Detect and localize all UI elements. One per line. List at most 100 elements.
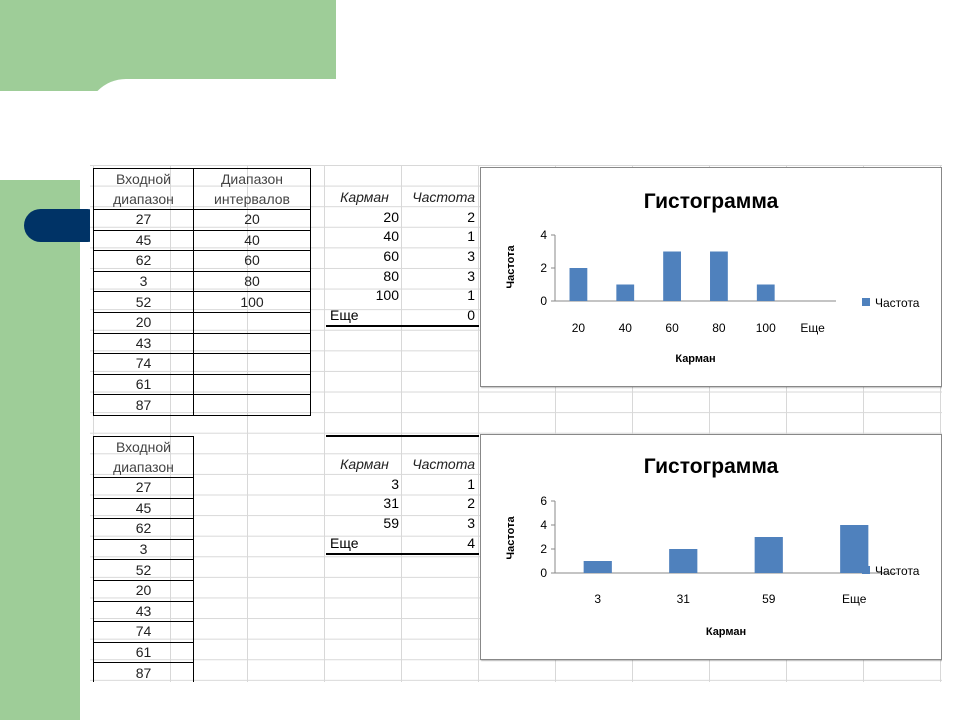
bottom-input-cell[interactable]: 3 — [93, 538, 194, 561]
spreadsheet[interactable]: Входной диапазон Диапазон интервалов 27 2… — [90, 165, 942, 682]
x-tick-label: Еще — [842, 592, 867, 606]
slide-decor-curve — [86, 79, 426, 119]
x-tick-label: 3 — [594, 592, 601, 606]
chart-title: Гистограмма — [644, 455, 779, 478]
top-input-row: 87 — [93, 394, 311, 416]
top-input-row: 27 20 — [93, 209, 311, 231]
bottom-input-cell[interactable]: 52 — [93, 559, 194, 581]
top-bin-row: 20 2 — [326, 208, 479, 228]
bottom-bin-cell[interactable]: Еще — [326, 533, 403, 555]
top-interval-cell[interactable]: 20 — [193, 209, 311, 231]
top-interval-cell[interactable]: 60 — [193, 250, 311, 272]
top-freq-header[interactable]: Частота — [412, 189, 475, 206]
bottom-bins-table: Карман Частота 3 1 31 2 59 3 Еще 4 — [326, 435, 479, 555]
bottom-input-cell[interactable]: 61 — [93, 641, 194, 664]
top-bin-cell[interactable]: 100 — [375, 287, 399, 304]
legend-swatch — [862, 298, 870, 306]
top-input-cell[interactable]: 74 — [93, 353, 194, 375]
top-bin-header[interactable]: Карман — [340, 189, 389, 206]
bar[interactable] — [663, 251, 681, 302]
bar[interactable] — [756, 284, 775, 302]
top-input-row: 45 40 — [93, 229, 311, 252]
top-input-cell[interactable]: 20 — [93, 311, 194, 334]
top-interval-cell[interactable] — [193, 353, 311, 375]
bottom-input-row: 45 — [93, 497, 194, 520]
top-input-row: 43 — [93, 332, 311, 355]
bottom-bin-cell[interactable]: 3 — [391, 475, 399, 492]
top-bin-cell[interactable]: 80 — [383, 267, 399, 284]
top-input-cell[interactable]: 3 — [93, 270, 194, 293]
bottom-input-cell[interactable]: 43 — [93, 600, 194, 623]
top-bin-row: 100 1 — [326, 286, 479, 306]
bottom-input-cell[interactable]: 87 — [93, 662, 194, 682]
legend-label: Частота — [875, 564, 920, 578]
y-tick-label: 0 — [540, 294, 547, 308]
y-tick-label: 6 — [540, 494, 547, 508]
top-interval-cell[interactable] — [193, 311, 311, 334]
top-freq-cell[interactable]: 1 — [467, 287, 475, 304]
top-bin-cell[interactable]: 60 — [383, 248, 399, 265]
top-input-cell[interactable]: 61 — [93, 373, 194, 396]
bottom-freq-cell[interactable]: 2 — [467, 495, 475, 512]
bottom-input-cell[interactable]: 45 — [93, 497, 194, 520]
bar[interactable] — [583, 561, 612, 573]
top-freq-cell[interactable]: 0 — [403, 305, 479, 328]
top-interval-cell[interactable] — [193, 373, 311, 396]
y-axis-label: Частота — [505, 516, 517, 560]
x-tick-label: 59 — [762, 592, 776, 606]
top-interval-cell[interactable] — [193, 394, 311, 416]
top-interval-cell[interactable]: 40 — [193, 229, 311, 252]
top-input-cell[interactable]: 45 — [93, 229, 194, 252]
bottom-freq-cell[interactable]: 1 — [467, 475, 475, 492]
bar[interactable] — [754, 537, 783, 573]
top-input-cell[interactable]: 62 — [93, 250, 194, 272]
bottom-bin-cell[interactable]: 31 — [383, 495, 399, 512]
top-interval-header-line1: Диапазон — [220, 171, 284, 187]
top-freq-cell[interactable]: 3 — [467, 248, 475, 265]
top-input-cell[interactable]: 27 — [93, 209, 194, 231]
top-input-cell[interactable]: 87 — [93, 394, 194, 416]
top-interval-header[interactable]: Диапазон интервалов — [193, 168, 311, 210]
top-freq-cell[interactable]: 1 — [467, 228, 475, 245]
histogram-chart-bottom[interactable]: Гистограмма Частота Карман 0 2 4 6 3 31 59 Еще Част… — [480, 434, 942, 660]
top-interval-cell[interactable]: 80 — [193, 270, 311, 293]
bottom-input-header-line2: диапазон — [113, 459, 174, 475]
bottom-input-cell[interactable]: 62 — [93, 518, 194, 540]
bottom-input-cell[interactable]: 74 — [93, 621, 194, 643]
bottom-input-cell[interactable]: 20 — [93, 579, 194, 602]
bottom-bin-header[interactable]: Карман — [326, 435, 403, 475]
x-tick-label: 60 — [665, 321, 679, 335]
top-input-row: 20 — [93, 311, 311, 334]
slide-decor-left — [0, 180, 80, 720]
bar[interactable] — [569, 268, 588, 301]
bar[interactable] — [840, 525, 869, 573]
y-tick-label: 4 — [540, 228, 547, 242]
x-tick-label: 40 — [619, 321, 633, 335]
top-input-cell[interactable]: 43 — [93, 332, 194, 355]
top-bin-cell[interactable]: Еще — [326, 305, 403, 328]
top-bin-cell[interactable]: 20 — [383, 208, 399, 225]
bottom-input-cell[interactable]: 27 — [93, 477, 194, 499]
bottom-freq-cell[interactable]: 4 — [403, 533, 479, 555]
top-bin-cell[interactable]: 40 — [383, 228, 399, 245]
top-interval-cell[interactable] — [193, 332, 311, 355]
top-input-cell[interactable]: 52 — [93, 291, 194, 313]
y-tick-label: 2 — [540, 542, 547, 556]
bottom-input-header[interactable]: Входной диапазон — [93, 436, 194, 478]
top-freq-cell[interactable]: 2 — [467, 208, 475, 225]
histogram-chart-top[interactable]: Гистограмма Частота Карман 0 2 4 20 40 60 80 100 Ещ… — [480, 167, 942, 387]
x-axis-label: Карман — [675, 353, 715, 365]
bar[interactable] — [669, 549, 698, 573]
bottom-input-row: 74 — [93, 621, 194, 643]
bottom-freq-cell[interactable]: 3 — [467, 515, 475, 532]
bottom-bin-row: Еще 4 — [326, 533, 479, 555]
bottom-input-row: 27 — [93, 477, 194, 499]
top-freq-cell[interactable]: 3 — [467, 267, 475, 284]
top-input-row: 74 — [93, 353, 311, 375]
bottom-freq-header[interactable]: Частота — [403, 435, 479, 475]
top-interval-cell[interactable]: 100 — [193, 291, 311, 313]
bar[interactable] — [616, 284, 635, 302]
bar[interactable] — [710, 251, 728, 302]
top-input-header[interactable]: Входной диапазон — [93, 168, 194, 210]
bottom-bin-cell[interactable]: 59 — [383, 515, 399, 532]
